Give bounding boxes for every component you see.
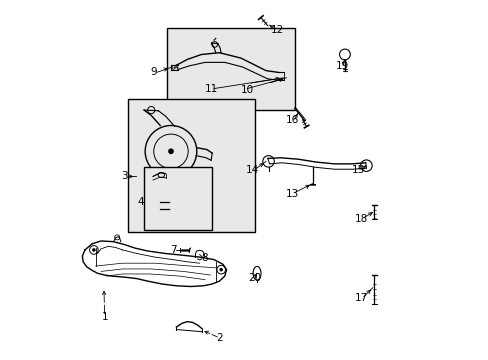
Circle shape [219,268,223,271]
Text: 12: 12 [271,26,284,35]
Text: 5: 5 [154,214,161,224]
Text: 19: 19 [335,61,348,71]
Text: 1: 1 [101,312,108,322]
Bar [128,99,255,232]
Text: 7: 7 [170,245,177,255]
Text: 8: 8 [202,253,208,263]
Text: 6: 6 [154,200,161,210]
Bar [167,28,294,110]
Text: 2: 2 [216,333,222,343]
Text: 18: 18 [354,214,367,224]
Text: 17: 17 [354,293,367,303]
Text: 11: 11 [204,84,218,94]
Circle shape [92,248,96,252]
Text: 15: 15 [351,165,365,175]
Text: 10: 10 [240,85,253,95]
Circle shape [168,148,174,154]
Text: 3: 3 [121,171,127,181]
Text: 14: 14 [245,165,259,175]
Text: 9: 9 [150,67,157,77]
Text: 4: 4 [137,197,143,207]
Text: 20: 20 [247,273,261,283]
Text: 13: 13 [285,189,298,199]
Bar [144,167,212,230]
Text: 16: 16 [285,115,298,125]
